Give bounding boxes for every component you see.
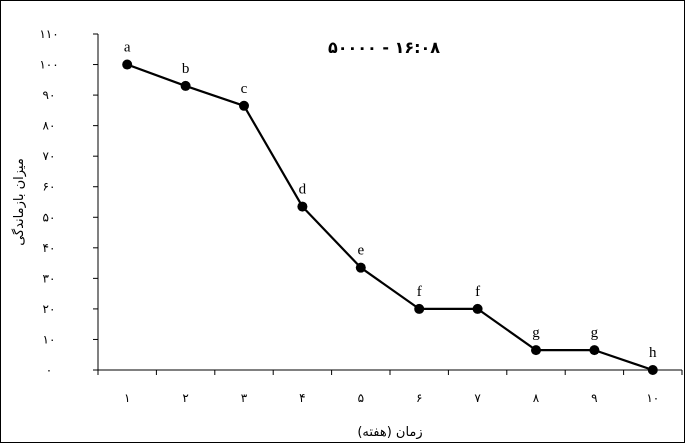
x-tick-label: ۱: [124, 391, 130, 405]
y-tick-label: ۹۰: [43, 88, 56, 102]
x-axis-title: زمان (هفته): [357, 425, 422, 440]
chart-title: ۵۰۰۰۰ - ۱۶:۰۸: [328, 38, 440, 57]
data-point: [414, 303, 425, 314]
x-tick-label: ۳: [241, 391, 248, 405]
y-tick-label: ۴۰: [43, 241, 56, 255]
y-tick-label: ۱۰۰: [39, 58, 58, 72]
point-label: f: [475, 284, 480, 300]
data-point: [239, 100, 249, 111]
y-tick-label: ۷۰: [43, 149, 56, 163]
data-point: [589, 345, 600, 356]
point-label: b: [182, 61, 190, 77]
point-label: a: [124, 40, 131, 56]
data-point: [355, 262, 366, 273]
x-tick-label: ۴: [299, 391, 305, 405]
point-label: f: [417, 284, 422, 300]
x-tick-label: ۵: [358, 391, 364, 405]
point-label: e: [357, 243, 364, 259]
point-label: c: [241, 81, 248, 97]
x-tick-label: ۹: [591, 391, 597, 405]
data-point: [297, 201, 308, 212]
x-tick-label: ۶: [416, 391, 422, 405]
y-axis-title: میزان بازماندگی: [11, 158, 27, 246]
data-point: [180, 80, 191, 91]
data-point: [647, 365, 658, 375]
data-point: [472, 303, 483, 314]
y-tick-label: ۸۰: [43, 119, 56, 133]
x-tick-label: ۲: [182, 391, 188, 405]
y-tick-label: ۶۰: [43, 180, 56, 194]
point-label: g: [591, 325, 599, 341]
point-label: g: [532, 325, 540, 341]
data-point: [122, 59, 133, 70]
point-label: d: [299, 182, 307, 198]
y-tick-label: ۲۰: [43, 302, 56, 316]
y-tick-label: ۳۰: [43, 271, 56, 285]
y-tick-label: ۰: [46, 363, 52, 377]
series-line: [126, 63, 654, 372]
x-tick-label: ۷: [474, 391, 481, 405]
x-tick-label: ۱۰: [646, 391, 659, 405]
y-tick-label: ۱۰: [43, 332, 56, 346]
point-label: h: [649, 345, 657, 361]
y-tick-label: ۱۱۰: [39, 27, 58, 41]
data-point: [531, 345, 541, 356]
x-tick-label: ۸: [533, 391, 540, 405]
y-tick-label: ۵۰: [43, 210, 56, 224]
